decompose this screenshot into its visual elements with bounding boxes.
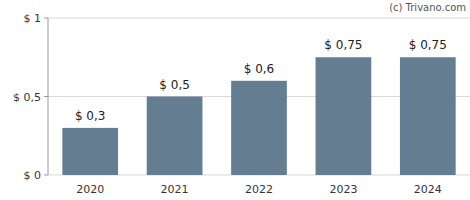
data-label: $ 0,75 — [324, 38, 362, 52]
category-label: 2020 — [76, 183, 104, 196]
tick-label: $ 0 — [24, 169, 42, 182]
bar — [400, 57, 456, 175]
data-label: $ 0,3 — [75, 109, 106, 123]
data-label: $ 0,75 — [409, 38, 447, 52]
category-label: 2021 — [161, 183, 189, 196]
tick-label: $ 1 — [24, 12, 42, 25]
data-label: $ 0,5 — [159, 78, 190, 92]
chart: $ 0 $ 0,5 $ 1 $ 0,3 2020 $ 0,5 2021 $ 0,6 2022 $ … — [0, 0, 470, 200]
bar — [231, 81, 287, 175]
tick-mark — [44, 18, 48, 19]
category-label: 2022 — [245, 183, 273, 196]
tick-mark — [44, 96, 48, 97]
bars — [62, 57, 455, 175]
tick-label: $ 0,5 — [13, 91, 41, 104]
bar — [316, 57, 372, 175]
category-label: 2024 — [414, 183, 442, 196]
bar — [62, 128, 118, 175]
tick-mark — [44, 175, 48, 176]
category-label: 2023 — [329, 183, 357, 196]
grid-line — [48, 18, 470, 19]
y-axis — [48, 18, 49, 175]
annotation: (c) Trivano.com — [389, 2, 466, 13]
bar — [147, 97, 203, 176]
data-label: $ 0,6 — [244, 62, 275, 76]
